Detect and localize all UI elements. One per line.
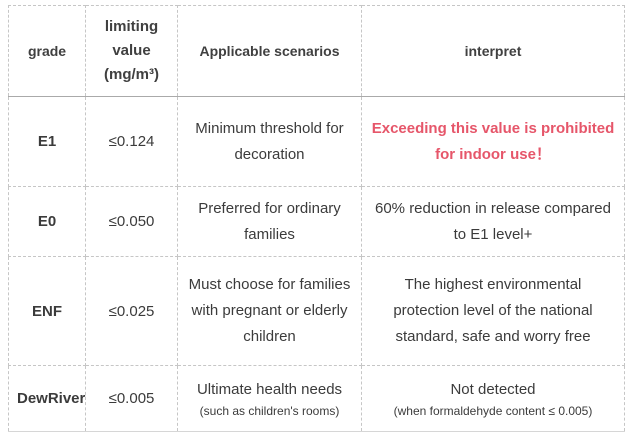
interpret-cell-e0: 60% reduction in release compared to E1 … <box>361 186 625 257</box>
table-header-row: grade limiting value (mg/m³) Applicable … <box>8 5 625 97</box>
header-interpret: interpret <box>361 5 625 97</box>
header-limiting-line1: limiting <box>104 18 159 35</box>
interpret-main-text: Not detected <box>450 380 536 398</box>
grade-table: grade limiting value (mg/m³) Applicable … <box>8 5 625 432</box>
scenario-cell-enf: Must choose for families with pregnant o… <box>177 256 362 366</box>
limit-cell-e1: ≤0.124 <box>85 96 178 187</box>
grade-cell-e0: E0 <box>8 186 86 257</box>
grade-cell-enf: ENF <box>8 256 86 366</box>
grade-cell-e1: E1 <box>8 96 86 187</box>
scenario-cell-e1: Minimum threshold for decoration <box>177 96 362 187</box>
table-row-e0: E0 ≤0.050 Preferred for ordinary familie… <box>8 186 625 257</box>
interpret-note-text: (when formaldehyde content ≤ 0.005) <box>393 404 593 419</box>
limit-cell-e0: ≤0.050 <box>85 186 178 257</box>
scenario-cell-e0: Preferred for ordinary families <box>177 186 362 257</box>
header-limiting-line2: value <box>112 42 151 59</box>
limit-cell-dewriver: ≤0.005 <box>85 365 178 432</box>
table-row-e1: E1 ≤0.124 Minimum threshold for decorati… <box>8 96 625 187</box>
header-limiting-value: limiting value (mg/m³) <box>85 5 178 97</box>
interpret-cell-e1: Exceeding this value is prohibited for i… <box>361 96 625 187</box>
table-row-dewriver: DewRiver ≤0.005 Ultimate health needs (s… <box>8 365 625 432</box>
limit-cell-enf: ≤0.025 <box>85 256 178 366</box>
scenario-cell-dewriver: Ultimate health needs (such as children'… <box>177 365 362 432</box>
header-grade: grade <box>8 5 86 97</box>
interpret-cell-enf: The highest environmental protection lev… <box>361 256 625 366</box>
interpret-cell-dewriver: Not detected (when formaldehyde content … <box>361 365 625 432</box>
grade-cell-dewriver: DewRiver <box>8 365 86 432</box>
header-applicable-scenarios: Applicable scenarios <box>177 5 362 97</box>
table-row-enf: ENF ≤0.025 Must choose for families with… <box>8 256 625 366</box>
header-limiting-line3: (mg/m³) <box>104 66 159 83</box>
scenario-main-text: Ultimate health needs <box>196 380 343 398</box>
scenario-note-text: (such as children's rooms) <box>199 404 340 419</box>
